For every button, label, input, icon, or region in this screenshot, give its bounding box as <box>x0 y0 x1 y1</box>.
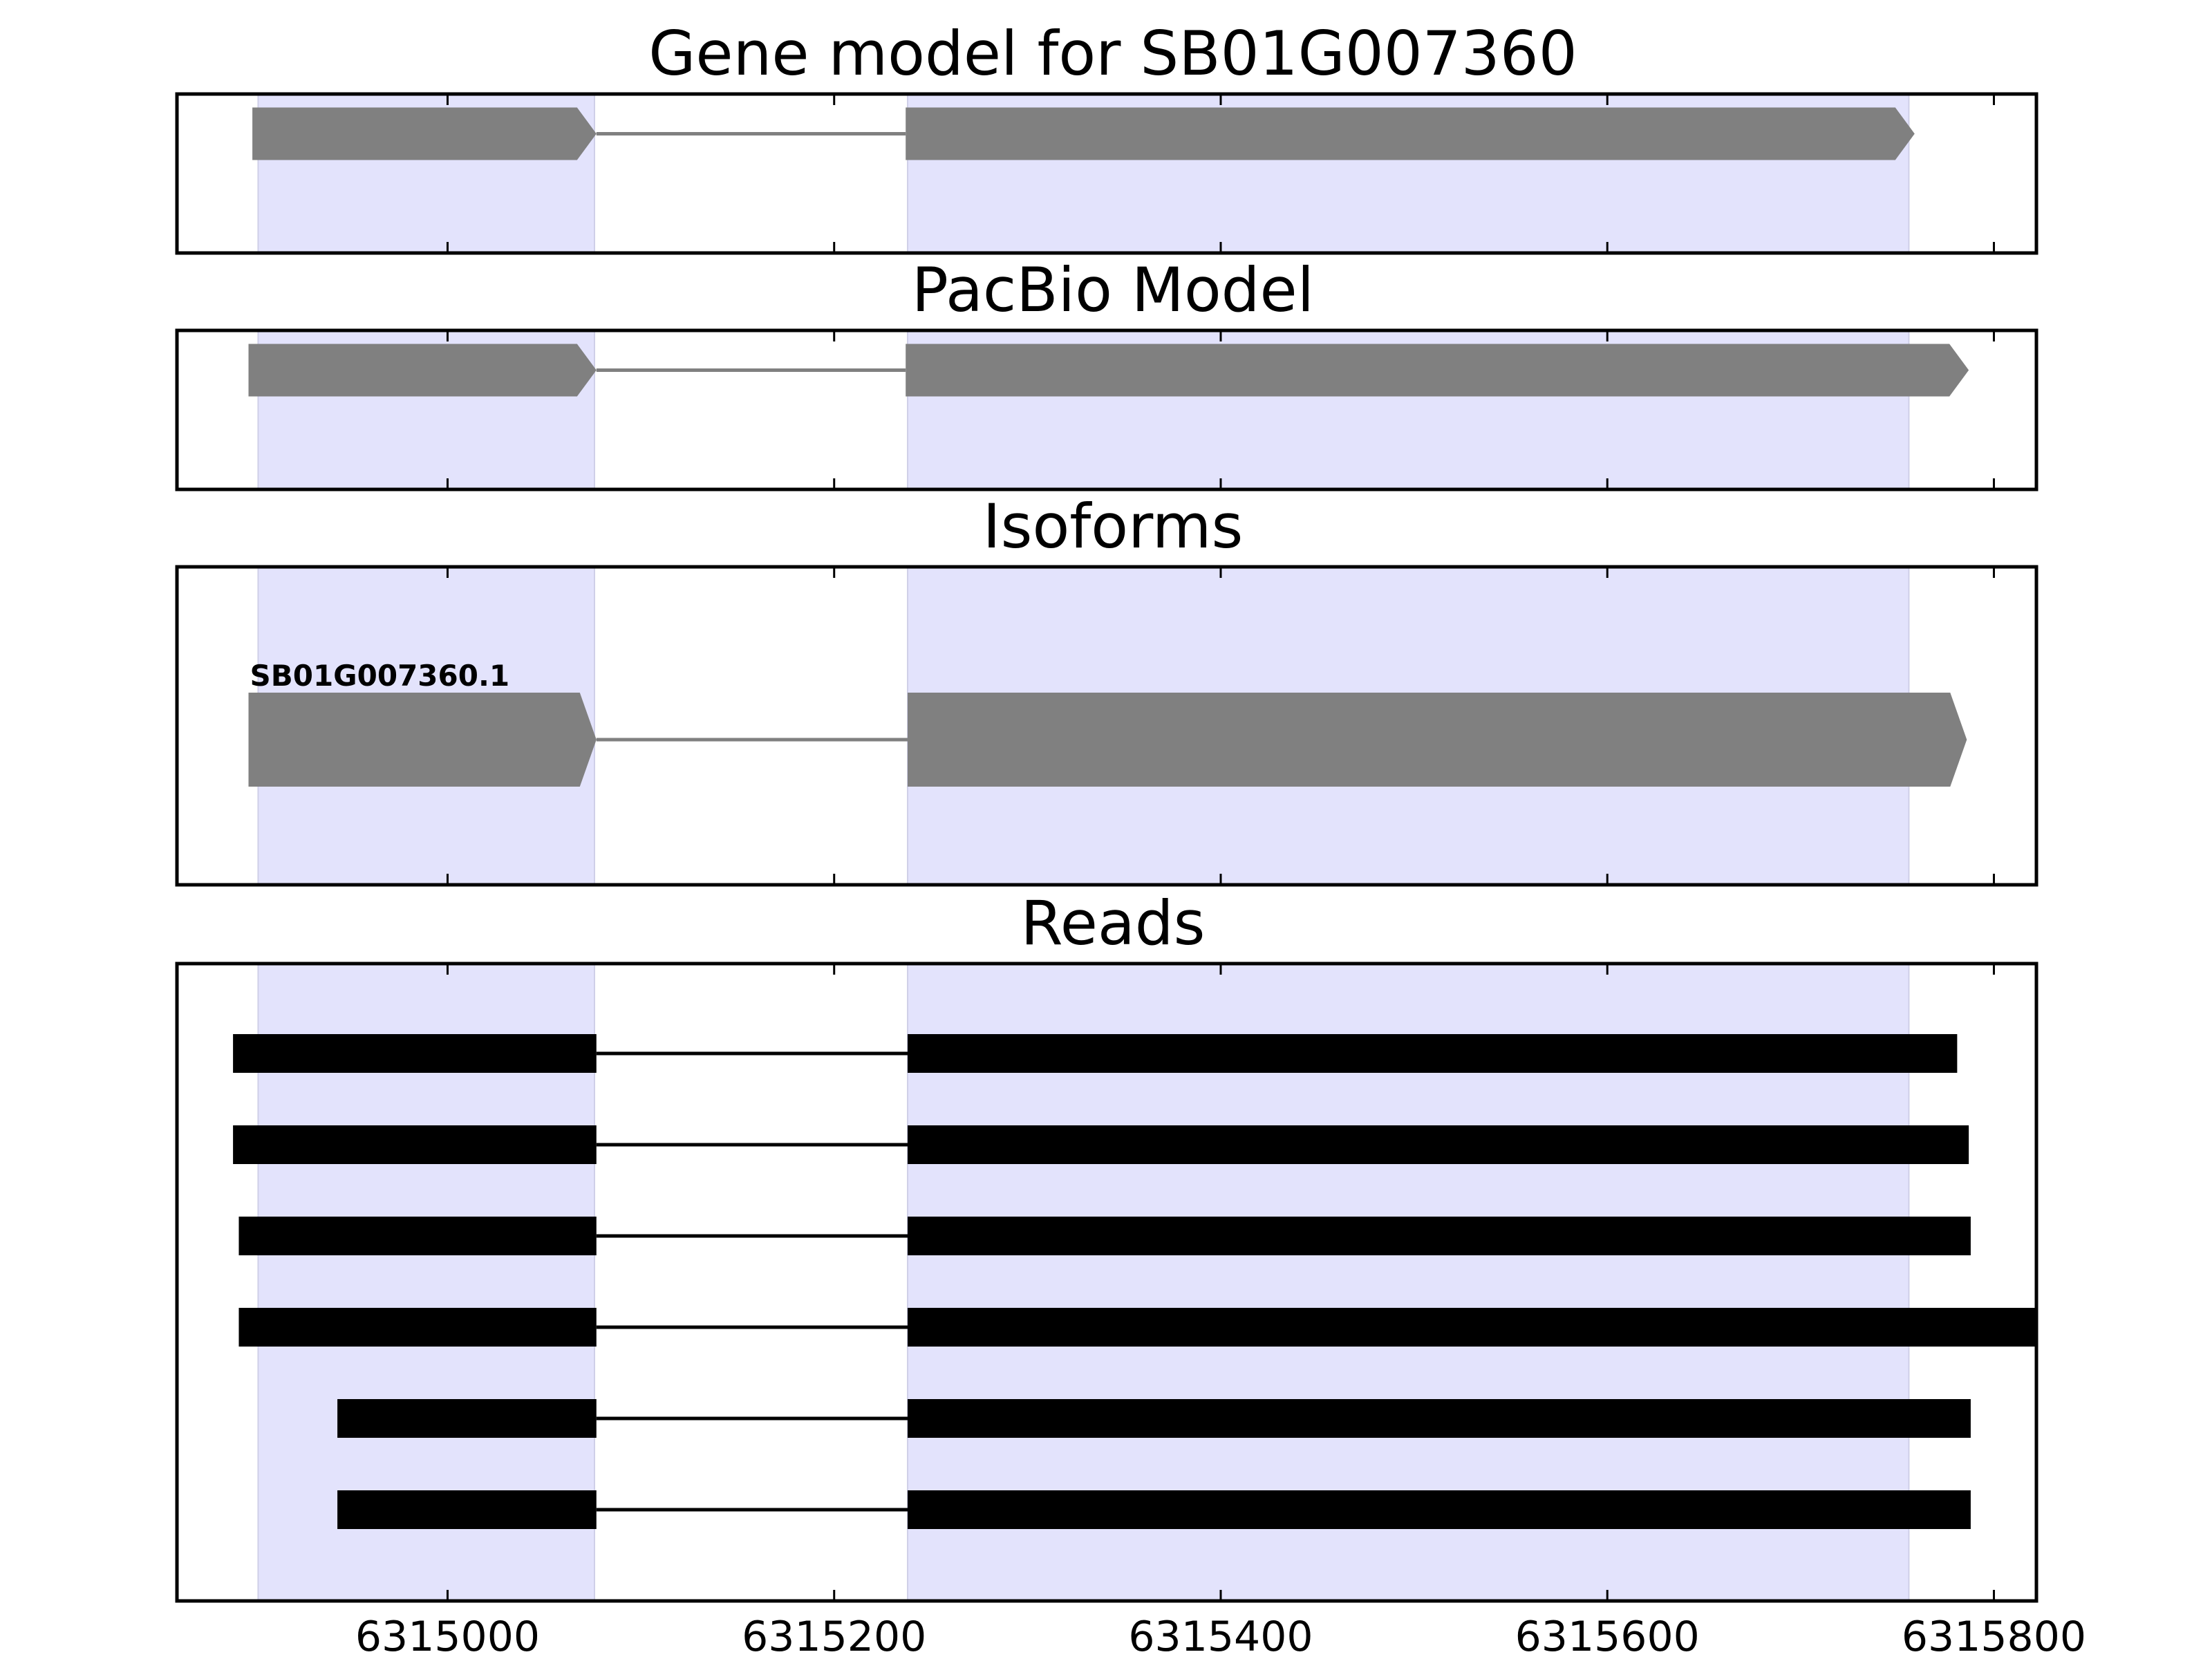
x-tick-label: 6315200 <box>742 1613 926 1659</box>
gene-model-title: Gene model for SB01G007360 <box>648 18 1577 89</box>
pacbio-model-plot-area <box>175 328 2038 491</box>
gene-exon <box>906 107 1915 160</box>
read-3 <box>238 1217 1971 1255</box>
read-6 <box>337 1490 1971 1529</box>
read-exon <box>337 1399 597 1438</box>
panel-frame <box>175 962 2038 1603</box>
reads-title: Reads <box>1021 888 1206 959</box>
gene-model-plot-area <box>175 92 2038 255</box>
pacbio-exon <box>248 344 597 397</box>
pacbio-model-title: PacBio Model <box>912 254 1314 326</box>
isoform-exon <box>248 693 597 787</box>
pacbio-exon <box>906 344 1969 397</box>
read-exon <box>907 1308 2036 1347</box>
read-exon <box>238 1308 597 1347</box>
panel-frame <box>175 328 2038 491</box>
isoform-exon <box>908 693 1967 787</box>
reads-plot-area <box>175 962 2038 1603</box>
x-tick-label: 6315800 <box>1902 1613 2086 1659</box>
panel-gene-model: Gene model for SB01G007360 <box>175 18 2038 255</box>
read-2 <box>233 1125 1969 1164</box>
panel-reads: Reads <box>175 888 2038 1603</box>
read-exon <box>907 1125 1969 1164</box>
read-5 <box>337 1399 1971 1438</box>
isoform-label: SB01G007360.1 <box>250 659 509 693</box>
x-tick-label: 6315400 <box>1128 1613 1313 1659</box>
read-exon <box>907 1217 1971 1255</box>
isoforms-title: Isoforms <box>983 491 1244 562</box>
read-exon <box>233 1125 597 1164</box>
read-exon <box>238 1217 597 1255</box>
panel-frame <box>175 565 2038 887</box>
panel-isoforms: Isoforms SB01G007360.1 <box>175 491 2038 887</box>
read-1 <box>233 1034 1958 1073</box>
read-exon <box>907 1490 1971 1529</box>
gene-exon <box>252 107 597 160</box>
read-4 <box>238 1308 2036 1347</box>
x-tick-label: 6315600 <box>1515 1613 1700 1659</box>
isoforms-plot-area: SB01G007360.1 <box>175 565 2038 887</box>
read-exon <box>907 1034 1958 1073</box>
read-exon <box>907 1399 1971 1438</box>
x-tick-label: 6315000 <box>355 1613 540 1659</box>
read-exon <box>337 1490 597 1529</box>
read-exon <box>233 1034 597 1073</box>
panel-pacbio-model: PacBio Model <box>175 254 2038 491</box>
panel-frame <box>175 92 2038 255</box>
x-axis: 6315000 6315200 6315400 6315600 6315800 <box>355 1613 2086 1659</box>
